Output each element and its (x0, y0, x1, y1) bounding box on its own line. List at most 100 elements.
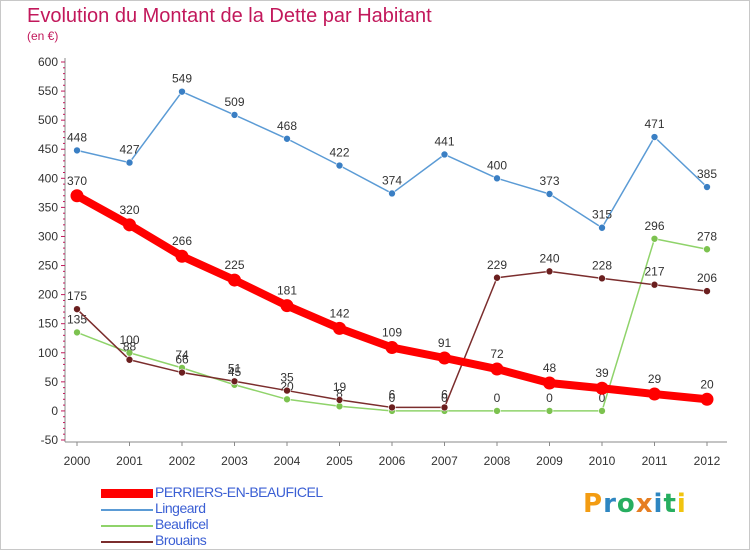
data-point (333, 321, 346, 335)
data-label: 0 (494, 391, 501, 405)
data-point (648, 387, 661, 401)
y-tick-label: 100 (38, 346, 58, 360)
y-tick-label: 300 (38, 229, 58, 243)
x-tick-label: 2007 (431, 454, 458, 468)
x-tick-label: 2010 (589, 454, 616, 468)
data-point (73, 146, 81, 155)
data-point (178, 368, 186, 377)
x-tick-label: 2001 (116, 454, 143, 468)
data-point (545, 190, 554, 198)
data-label: 35 (280, 371, 294, 385)
data-label: 0 (546, 391, 553, 405)
data-point (230, 377, 239, 386)
data-label: 400 (487, 158, 507, 172)
data-point (493, 407, 501, 415)
x-tick-label: 2011 (642, 454, 668, 468)
data-label: 266 (172, 234, 192, 248)
data-label: 225 (224, 258, 244, 272)
data-label: 217 (644, 265, 664, 279)
data-label: 0 (441, 391, 448, 405)
data-label: 175 (67, 289, 87, 303)
data-point (178, 87, 186, 96)
data-point (700, 392, 714, 406)
data-label: 6 (389, 387, 396, 401)
data-label: 51 (228, 361, 242, 375)
data-point (493, 273, 501, 282)
data-point (493, 174, 501, 183)
data-point (175, 249, 189, 263)
y-tick-label: 450 (38, 142, 58, 156)
data-point (598, 274, 606, 283)
data-point (650, 234, 659, 243)
y-tick-label: 150 (38, 317, 58, 331)
data-label: 29 (648, 372, 662, 386)
data-label: 427 (119, 143, 139, 157)
data-label: 20 (700, 377, 714, 391)
data-point (335, 402, 344, 411)
x-tick-label: 2008 (484, 454, 511, 468)
data-point (385, 341, 399, 355)
x-tick-label: 2009 (536, 454, 563, 468)
logo-letter: P (583, 489, 604, 519)
data-point (283, 386, 291, 395)
data-point (73, 328, 81, 337)
data-label: 66 (175, 353, 189, 367)
data-point (125, 158, 134, 167)
data-label: 39 (595, 366, 609, 380)
data-label: 109 (382, 326, 402, 340)
data-point (123, 218, 136, 232)
data-point (703, 183, 711, 191)
legend-swatch-lingeard (101, 509, 153, 511)
data-label: 6 (441, 387, 448, 401)
x-tick-label: 2002 (169, 454, 196, 468)
legend-swatch-brouains (101, 541, 153, 543)
data-label: 278 (697, 229, 717, 243)
data-point (335, 396, 344, 404)
y-tick-label: 250 (38, 259, 58, 273)
series-line-lingeard (76, 90, 708, 229)
data-label: 45 (228, 365, 242, 379)
legend-label-lingeard: Lingeard (155, 500, 206, 516)
chart-title: Evolution du Montant de la Dette par Hab… (27, 5, 432, 27)
logo-letter: x (635, 489, 654, 519)
data-label: 91 (438, 336, 452, 350)
data-point (283, 395, 291, 404)
data-label: 549 (172, 72, 192, 86)
legend-label-beauficel: Beauficel (155, 516, 209, 532)
x-tick-label: 2012 (694, 454, 721, 468)
data-point (228, 273, 241, 287)
data-point (703, 287, 711, 295)
data-point (545, 407, 554, 415)
data-label: 315 (592, 208, 612, 222)
y-tick-label: 400 (38, 171, 58, 185)
legend-label-perriers: PERRIERS-EN-BEAUFICEL (155, 484, 323, 500)
data-point (543, 376, 556, 390)
data-point (598, 223, 606, 232)
legend-swatch-beauficel (101, 525, 153, 527)
data-point (490, 362, 504, 376)
data-label: 48 (543, 361, 557, 375)
data-label: 72 (490, 347, 504, 361)
data-label: 296 (644, 219, 664, 233)
data-label: 8 (336, 386, 343, 400)
data-label: 0 (389, 391, 396, 405)
data-label: 229 (487, 258, 507, 272)
chart-subtitle: (en €) (27, 29, 59, 43)
data-label: 373 (539, 174, 559, 188)
legend-swatch-perriers (101, 489, 153, 498)
data-label: 228 (592, 258, 612, 272)
data-point (650, 280, 659, 289)
data-point (388, 189, 396, 198)
logo-letter: o (616, 489, 636, 519)
data-label: 206 (697, 271, 717, 285)
data-point (440, 150, 449, 159)
data-label: 441 (434, 134, 454, 148)
y-tick-label: 500 (38, 113, 58, 127)
data-label: 0 (599, 391, 606, 405)
data-point (703, 245, 711, 254)
series-line-perriers-en-beauficel (75, 192, 708, 404)
data-label: 468 (277, 119, 297, 133)
data-point (73, 305, 81, 313)
